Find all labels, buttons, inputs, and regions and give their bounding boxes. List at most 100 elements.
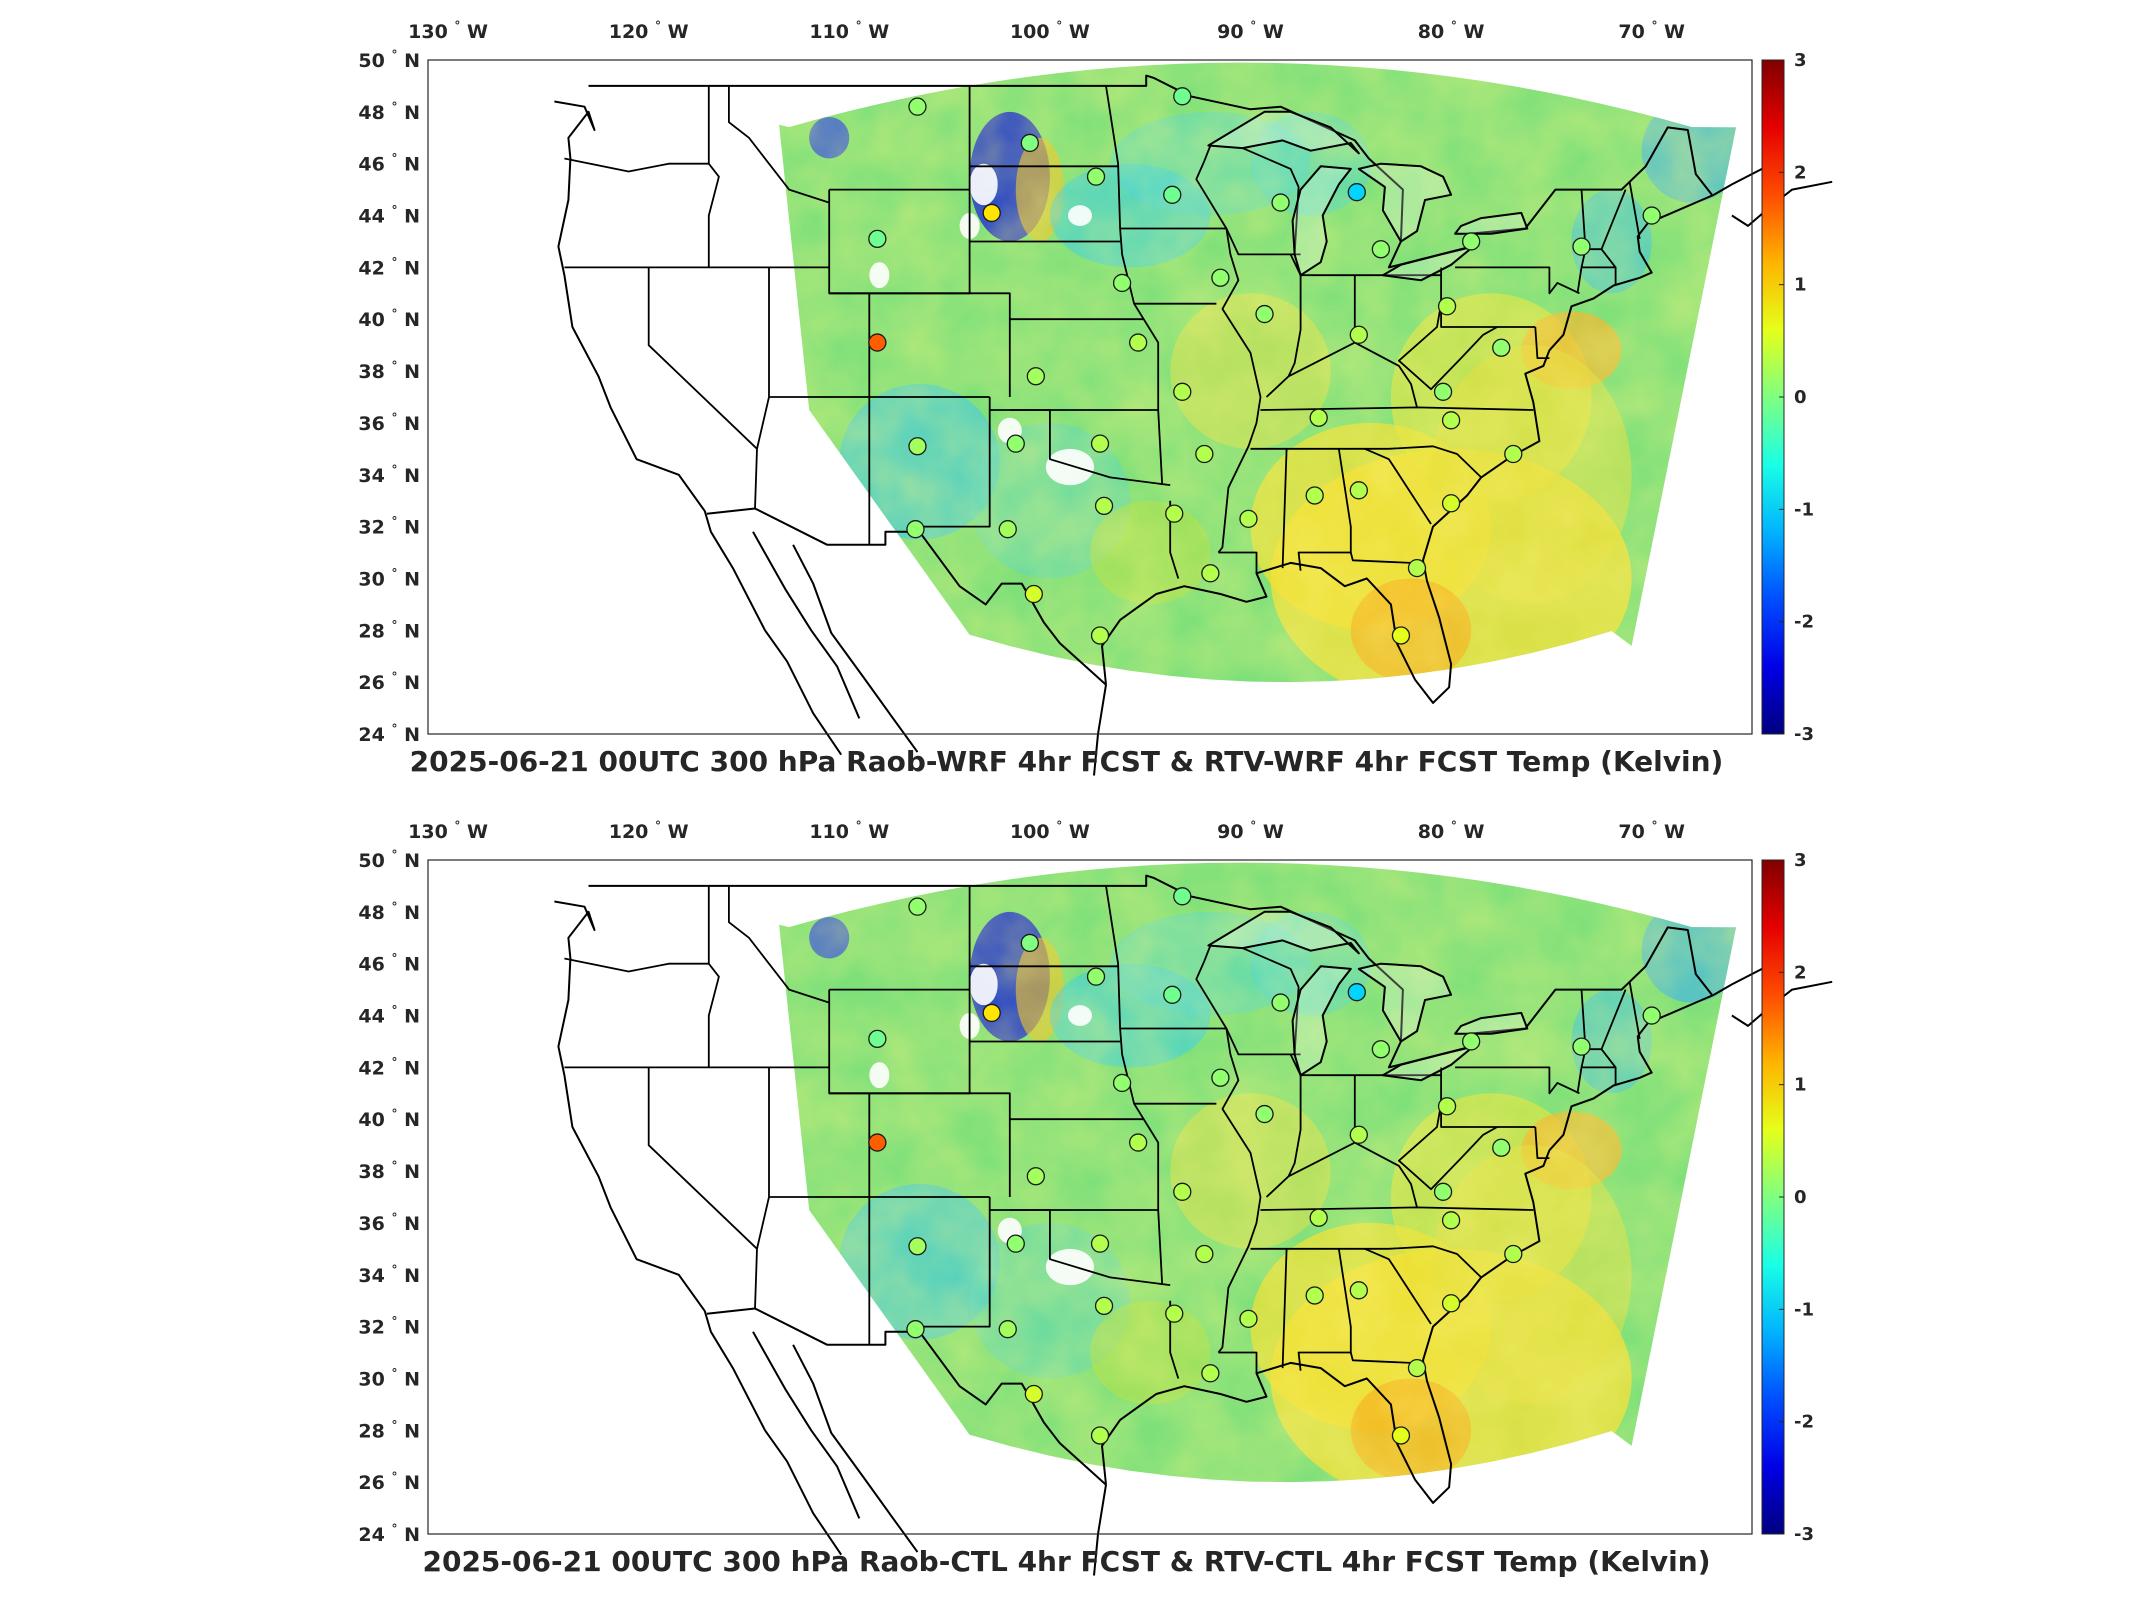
lon-tick-value: 80 — [1418, 821, 1451, 843]
missing-data — [969, 963, 998, 1006]
state-border — [1440, 1067, 1536, 1128]
geography — [554, 74, 1833, 776]
lat-tick-value: 34 — [358, 465, 391, 487]
colorbar-tick-label: -1 — [1794, 499, 1814, 520]
raob-station-marker — [908, 97, 927, 116]
lat-tick-label: 36 ° N — [358, 411, 420, 435]
state-border — [1242, 147, 1300, 255]
lon-tick-value: 130 — [408, 21, 454, 43]
lat-tick-value: 28 — [358, 1420, 391, 1442]
lat-hemisphere: N — [397, 850, 420, 872]
lon-tick-value: 130 — [408, 821, 454, 843]
colorbar-tick-label: 0 — [1794, 1187, 1807, 1208]
lat-tick-value: 30 — [358, 1368, 391, 1390]
state-border — [1195, 145, 1262, 554]
coastline — [792, 544, 919, 753]
raob-station-marker — [908, 437, 927, 456]
raob-station-marker — [1020, 133, 1039, 153]
lon-hemisphere: W — [1256, 21, 1284, 43]
raob-station-marker — [1128, 333, 1148, 352]
state-border — [564, 157, 709, 173]
raob-station-marker — [1026, 367, 1045, 386]
lat-tick-label: 32 ° N — [358, 1315, 420, 1339]
lon-tick-label: 70 ° W — [1618, 19, 1685, 43]
raob-station-marker — [1173, 887, 1192, 906]
raob-station-marker — [1433, 382, 1453, 401]
raob-station-marker — [868, 229, 887, 249]
lat-hemisphere: N — [397, 954, 420, 976]
raob-station-marker — [1309, 1208, 1328, 1227]
lon-hemisphere: W — [661, 21, 689, 43]
state-border — [707, 885, 720, 1068]
lat-tick-label: 34 ° N — [358, 463, 420, 487]
lat-tick-value: 26 — [358, 1472, 391, 1494]
degree-sign: ° — [391, 1211, 397, 1225]
lat-tick-label: 28 ° N — [358, 1418, 420, 1442]
lon-tick-label: 130 ° W — [408, 819, 488, 843]
raob-station-marker — [1006, 1234, 1025, 1253]
lat-tick-label: 24 ° N — [358, 722, 420, 746]
raob-station-marker — [1391, 1426, 1411, 1445]
lon-tick-value: 80 — [1418, 21, 1451, 43]
state-border — [754, 1067, 770, 1309]
lon-hemisphere: W — [1256, 821, 1284, 843]
raob-station-marker — [1090, 1234, 1110, 1253]
lon-tick-value: 70 — [1618, 821, 1651, 843]
lat-hemisphere: N — [397, 620, 420, 642]
degree-sign: ° — [454, 19, 460, 33]
degree-sign: ° — [391, 1522, 397, 1536]
raob-station-marker — [1349, 481, 1368, 500]
raob-station-marker — [1492, 1138, 1511, 1157]
lon-tick-label: 100 ° W — [1010, 819, 1090, 843]
geography — [554, 874, 1833, 1576]
lat-tick-label: 42 ° N — [358, 255, 420, 279]
state-border — [1534, 1126, 1550, 1159]
raob-station-marker — [1094, 496, 1114, 516]
lat-tick-value: 44 — [358, 206, 391, 228]
lat-tick-label: 48 ° N — [358, 900, 420, 924]
lat-tick-value: 32 — [358, 1317, 391, 1339]
lat-hemisphere: N — [397, 1265, 420, 1287]
lat-hemisphere: N — [397, 50, 420, 72]
lon-tick-value: 110 — [809, 21, 855, 43]
lon-tick-label: 120 ° W — [609, 19, 689, 43]
colorbar-tick-label: 2 — [1794, 962, 1807, 983]
lat-tick-value: 46 — [358, 154, 391, 176]
state-border — [869, 292, 1011, 397]
raob-station-marker — [1255, 1104, 1274, 1124]
raob-station-marker — [868, 1133, 887, 1152]
lat-tick-value: 50 — [358, 850, 391, 872]
lat-hemisphere: N — [397, 413, 420, 435]
colorbar-tick-label: 1 — [1794, 275, 1807, 296]
lon-tick-label: 70 ° W — [1618, 819, 1685, 843]
raob-station-marker — [1441, 1211, 1461, 1230]
great-lake — [1291, 165, 1352, 277]
raob-station-marker — [1211, 268, 1230, 287]
raob-station-marker — [1255, 304, 1274, 324]
state-border — [1218, 1351, 1258, 1374]
great-lake — [1454, 1011, 1529, 1035]
great-lake — [1357, 962, 1453, 1043]
lon-tick-label: 100 ° W — [1010, 19, 1090, 43]
lon-tick-label: 90 ° W — [1217, 819, 1284, 843]
degree-sign: ° — [391, 152, 397, 166]
raob-station-marker — [1642, 206, 1661, 225]
lat-tick-label: 36 ° N — [358, 1211, 420, 1235]
lat-hemisphere: N — [397, 672, 420, 694]
lon-hemisphere: W — [1062, 821, 1090, 843]
state-border — [1576, 989, 1587, 1094]
panel-title: 2025-06-21 00UTC 300 hPa Raob-WRF 4hr FC… — [409, 745, 1724, 778]
degree-sign: ° — [391, 1315, 397, 1329]
colorbar-tick-label: 2 — [1794, 162, 1807, 183]
raob-station-marker — [1441, 411, 1461, 430]
lon-tick-label: 90 ° W — [1217, 19, 1284, 43]
degree-sign: ° — [391, 1366, 397, 1380]
lat-hemisphere: N — [397, 1317, 420, 1339]
state-border — [728, 885, 830, 1004]
state-border — [1225, 228, 1301, 256]
state-border — [1364, 447, 1432, 525]
lon-hemisphere: W — [460, 21, 488, 43]
raob-station-marker — [1090, 434, 1110, 453]
lon-tick-value: 110 — [809, 821, 855, 843]
lat-tick-value: 24 — [358, 724, 391, 746]
